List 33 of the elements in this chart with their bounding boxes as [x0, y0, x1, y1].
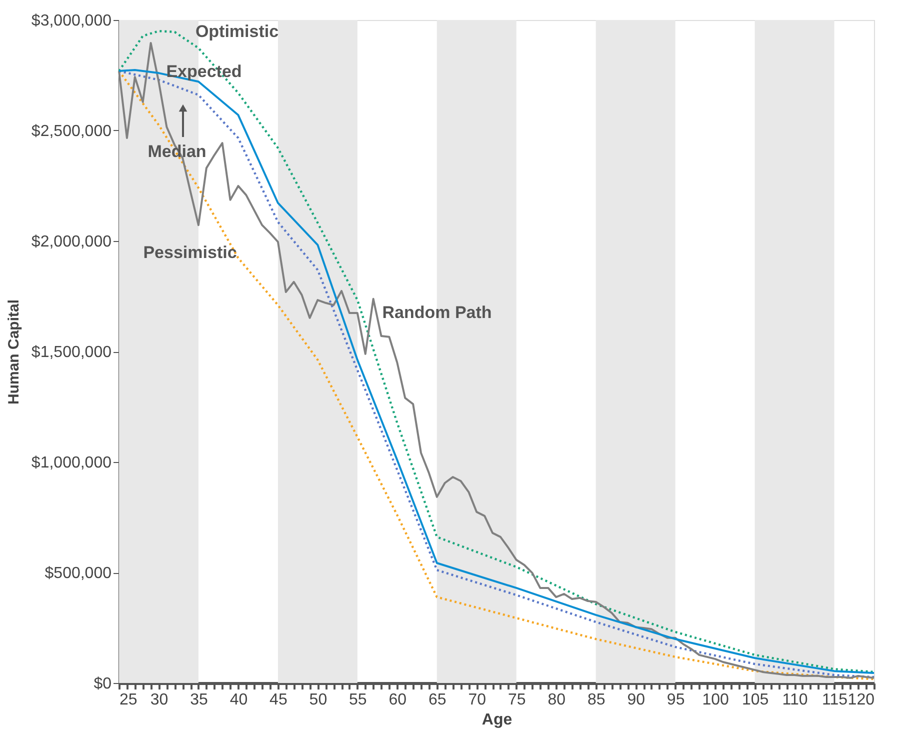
x-tick-label: 50 [309, 692, 328, 708]
x-tick-label: 105 [742, 692, 769, 708]
annotation: Expected [166, 62, 242, 81]
x-tick-label: 120 [848, 692, 875, 708]
y-tick-label: $1,000,000 [31, 454, 112, 472]
y-tick-label: $1,500,000 [31, 344, 112, 361]
x-tick-label: 55 [349, 692, 367, 708]
x-tick-label: 70 [468, 692, 486, 708]
x-tick-label: 30 [150, 692, 168, 708]
x-tick-label: 40 [230, 692, 248, 708]
x-tick-label: 60 [388, 692, 407, 708]
x-tick-label: 115 [822, 692, 848, 708]
x-tick-label: 25 [120, 692, 138, 708]
x-tick-label: 110 [782, 692, 808, 708]
y-axis-title: Human Capital [5, 299, 22, 405]
x-axis-title: Age [482, 712, 512, 728]
x-tick-label: 95 [666, 692, 685, 708]
y-tick-label: $3,000,000 [31, 12, 112, 30]
x-tick-label: 45 [270, 692, 288, 708]
x-tick-label: 100 [702, 692, 729, 708]
x-tick-label: 90 [627, 692, 646, 708]
x-tick-label: 75 [508, 692, 526, 708]
x-tick-label: 65 [428, 692, 446, 708]
annotation: Optimistic [195, 22, 279, 41]
y-tick-label: $500,000 [44, 565, 112, 582]
y-tick-label: $0 [94, 676, 112, 692]
y-tick-label: $2,500,000 [31, 123, 112, 140]
x-tick-label: 80 [548, 692, 566, 708]
annotation: Random Path [382, 303, 492, 322]
x-tick-label: 85 [587, 692, 606, 708]
annotation: Pessimistic [143, 243, 237, 262]
x-tick-label: 35 [190, 692, 208, 708]
y-tick-label: $2,000,000 [31, 234, 112, 250]
